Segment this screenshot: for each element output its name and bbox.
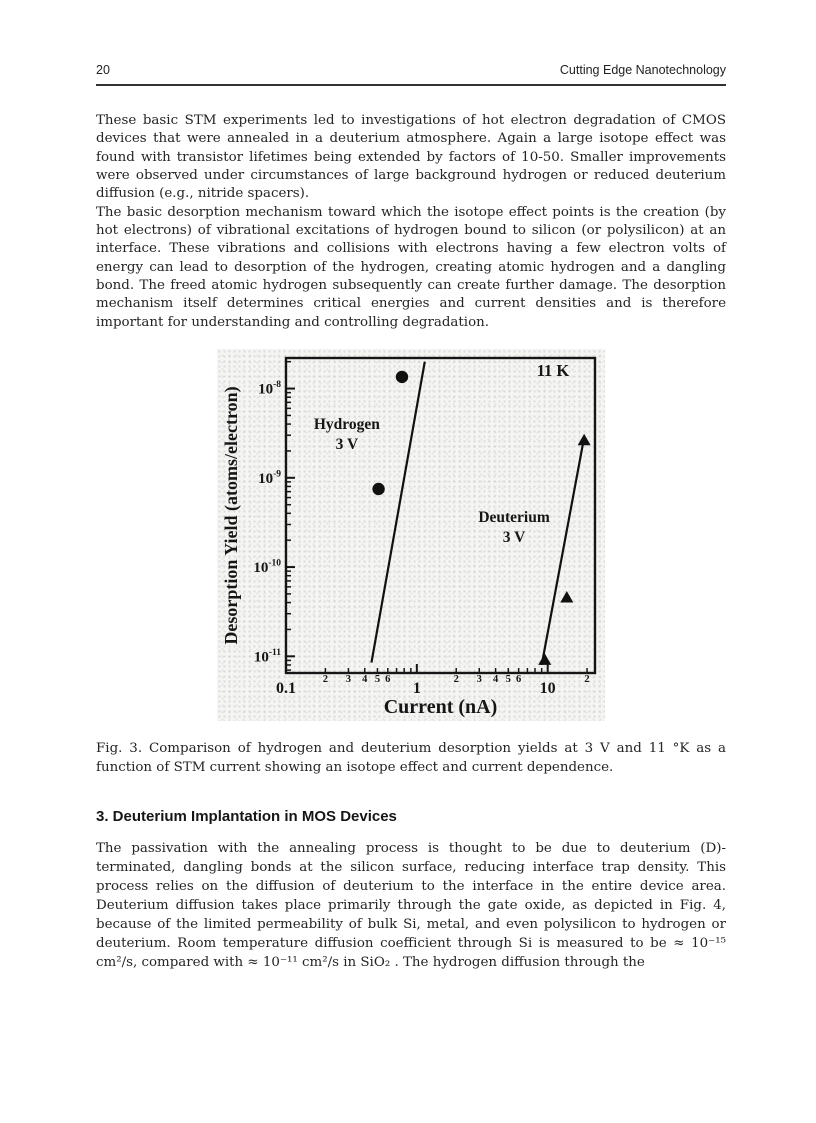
section-heading-deuterium-implantation: 3. Deuterium Implantation in MOS Devices (96, 808, 397, 826)
fit-line (370, 361, 426, 663)
y-axis-title: Desorption Yield (atoms/electron) (221, 386, 242, 644)
x-minor-tick-label: 6 (516, 674, 521, 685)
chart-annotation: 3 V (336, 436, 359, 453)
x-tick-label: 1 (413, 680, 421, 697)
x-minor-tick-label: 3 (477, 674, 482, 685)
header-rule (96, 84, 726, 86)
page-number: 20 (96, 63, 110, 77)
x-minor-tick-label: 5 (375, 674, 380, 685)
data-point-triangle (538, 653, 552, 666)
chart-annotation: Hydrogen (314, 416, 380, 433)
y-tick-label: 10-9 (258, 469, 281, 487)
chart-annotation: Deuterium (478, 509, 550, 526)
data-point-triangle (577, 433, 591, 446)
x-minor-tick-label: 2 (323, 674, 328, 685)
x-minor-tick-label: 2 (584, 674, 589, 685)
x-minor-tick-label: 6 (385, 674, 390, 685)
paragraph-passivation: The passivation with the annealing proce… (96, 841, 726, 971)
data-point-triangle (560, 591, 574, 603)
x-minor-tick-label: 4 (362, 674, 368, 685)
y-tick-label: 10-8 (258, 380, 281, 398)
y-tick-label: 10-10 (253, 559, 281, 577)
plot-frame (284, 356, 597, 675)
running-title: Cutting Edge Nanotechnology (559, 63, 726, 77)
x-tick-label: 10 (540, 680, 556, 697)
y-tick-label: 10-11 (254, 648, 281, 666)
chart-annotation: 11 K (537, 361, 570, 380)
data-point-circle (395, 370, 409, 384)
paragraph-stm-experiments: These basic STM experiments led to inves… (96, 113, 726, 202)
x-minor-tick-label: 4 (493, 674, 499, 685)
fit-line (540, 443, 585, 666)
figure-3-caption: Fig. 3. Comparison of hydrogen and deute… (96, 741, 726, 775)
page-header: 20 Cutting Edge Nanotechnology (96, 63, 726, 77)
x-tick-label: 0.1 (276, 680, 296, 697)
x-minor-tick-label: 5 (506, 674, 511, 685)
paragraph-desorption-mechanism: The basic desorption mechanism toward wh… (96, 204, 726, 330)
data-point-circle (372, 482, 385, 496)
x-minor-tick-label: 2 (454, 674, 459, 685)
x-minor-tick-label: 3 (346, 674, 351, 685)
chart-annotation: 3 V (503, 529, 526, 546)
x-axis-title: Current (nA) (384, 696, 498, 718)
page-content: These basic STM experiments led to inves… (96, 0, 726, 972)
